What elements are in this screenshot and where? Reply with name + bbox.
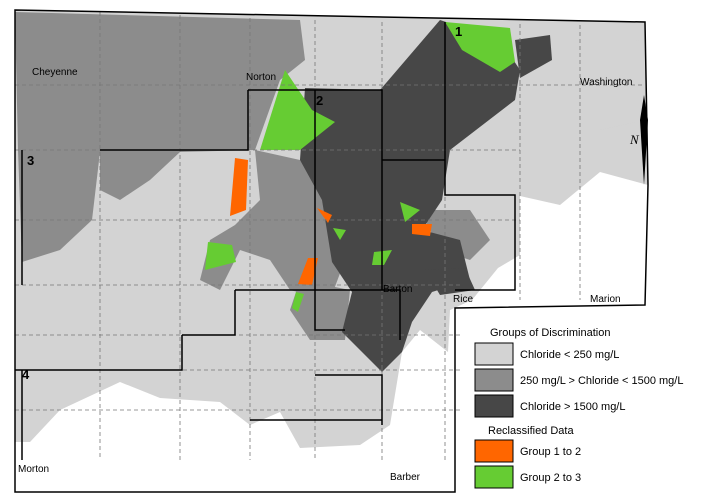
group-1-to-2 <box>298 258 318 285</box>
region-boundaries <box>15 22 516 460</box>
legend-item: Group 1 to 2 <box>520 446 581 458</box>
region-number: 4 <box>22 367 30 382</box>
county-label: Norton <box>246 72 276 83</box>
legend-swatch <box>474 394 514 418</box>
county-label: Barber <box>390 472 421 483</box>
region-number: 2 <box>316 93 323 108</box>
legend-title: Reclassified Data <box>488 425 574 437</box>
legend-item: Chloride < 250 mg/L <box>520 349 619 361</box>
region-number: 3 <box>27 153 34 168</box>
county-label: Cheyenne <box>32 67 78 78</box>
mid-chloride-area <box>420 210 490 260</box>
group-2-to-3 <box>400 202 420 222</box>
legend-item: Group 2 to 3 <box>520 472 581 484</box>
legend-swatch <box>474 439 514 463</box>
legend-item: Chloride > 1500 mg/L <box>520 401 625 413</box>
high-chloride-area <box>515 35 552 78</box>
county-label: Washington <box>580 77 632 88</box>
high-chloride-area <box>425 268 475 295</box>
group-1-to-2 <box>317 208 332 223</box>
county-label: Marion <box>590 294 621 305</box>
group-1-to-2 <box>230 158 248 216</box>
north-label: N <box>629 132 640 147</box>
low-chloride-area <box>560 40 645 130</box>
mid-chloride-area <box>290 280 350 340</box>
north-arrow <box>640 95 648 185</box>
group-2-to-3 <box>205 242 236 270</box>
legend-swatch <box>474 465 514 489</box>
region-number: 1 <box>455 24 462 39</box>
legend-item: 250 mg/L > Chloride < 1500 mg/L <box>520 375 683 387</box>
state-outline <box>14 9 649 493</box>
high-chloride-area <box>300 20 520 372</box>
group-2-to-3 <box>333 228 346 240</box>
legend-title: Groups of Discrimination <box>490 327 610 339</box>
group-2-to-3 <box>445 22 515 72</box>
group-1-to-2 <box>412 224 432 236</box>
mid-chloride-area <box>15 12 305 262</box>
county-label: Barton <box>383 284 412 295</box>
legend-swatch <box>474 368 514 392</box>
mid-chloride-area <box>100 152 180 200</box>
county-label: Rice <box>453 294 473 305</box>
legend-swatch <box>474 342 514 366</box>
county-label: Morton <box>18 464 49 475</box>
group-2-to-3 <box>292 292 304 312</box>
